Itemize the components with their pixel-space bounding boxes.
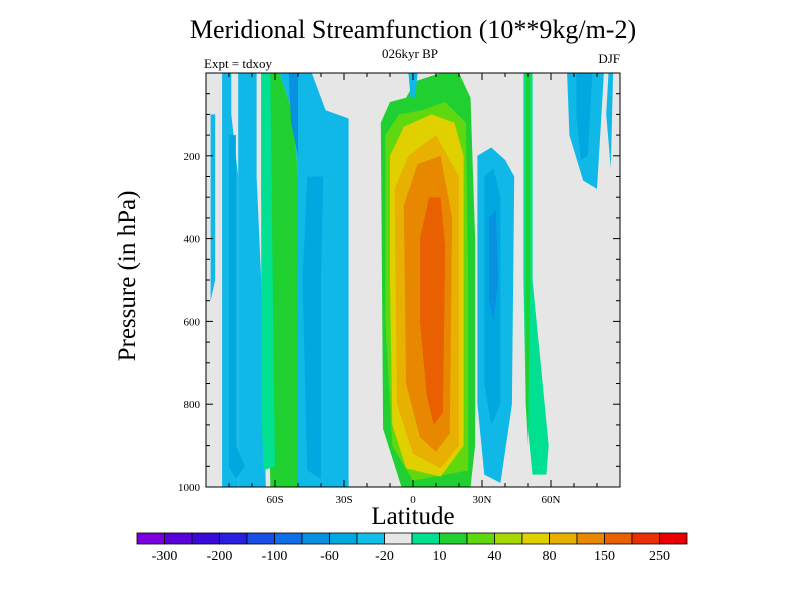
colorbar-label: 10 — [433, 549, 447, 564]
contour-band-16 — [419, 197, 446, 425]
x-tick-label: 30N — [473, 494, 492, 506]
colorbar-label: 150 — [594, 549, 615, 564]
chart-title: Meridional Streamfunction (10**9kg/m-2) — [189, 15, 637, 44]
x-tick-label: 60N — [542, 494, 561, 506]
contour-band-19 — [488, 209, 499, 322]
contour-band-25 — [408, 73, 418, 98]
contour-band-1 — [238, 73, 266, 487]
y-tick-label: 800 — [184, 399, 201, 411]
season-label: DJF — [598, 51, 620, 66]
colorbar-label: -200 — [207, 549, 233, 564]
colorbar-box-2 — [191, 532, 220, 545]
colorbar-box-14 — [521, 532, 550, 545]
colorbar-box-9 — [384, 532, 413, 545]
contour-band-24 — [606, 73, 614, 169]
colorbar-box-7 — [329, 532, 358, 545]
colorbar-box-4 — [246, 532, 275, 545]
contour-band-4 — [210, 114, 216, 301]
y-tick-label: 400 — [184, 234, 201, 246]
colorbar-box-5 — [274, 532, 303, 545]
colorbar-label: -300 — [152, 549, 178, 564]
x-tick-label: 30S — [335, 494, 352, 506]
colorbar-box-3 — [219, 532, 248, 545]
contour-band-9 — [288, 73, 298, 156]
colorbar-label: 80 — [543, 549, 557, 564]
colorbar-box-8 — [356, 532, 385, 545]
colorbar-box-13 — [494, 532, 523, 545]
colorbar-label: -20 — [375, 549, 394, 564]
chart-subtitle: 026kyr BP — [382, 46, 438, 61]
colorbar-box-17 — [604, 532, 633, 545]
x-tick-label: 60S — [266, 494, 283, 506]
experiment-label: Expt = tdxoy — [204, 56, 272, 71]
colorbar-label: -100 — [262, 549, 288, 564]
y-tick-label: 600 — [184, 316, 201, 328]
colorbar-box-10 — [411, 532, 440, 545]
x-axis-label: Latitude — [371, 503, 455, 530]
colorbar-box-6 — [301, 532, 330, 545]
contour-band-6 — [261, 73, 275, 471]
colorbar-box-16 — [576, 532, 605, 545]
x-tick-label: 0 — [410, 494, 416, 506]
contour-band-10 — [330, 197, 344, 446]
colorbar-box-0 — [136, 532, 165, 545]
contour-band-21 — [525, 73, 531, 446]
colorbar-label: -60 — [320, 549, 339, 564]
colorbar-box-15 — [549, 532, 578, 545]
colorbar-label: 250 — [649, 549, 670, 564]
colorbar-box-19 — [659, 532, 688, 545]
y-tick-label: 200 — [184, 151, 201, 163]
colorbar: -300 -200 -100 -60 -20 10 40 80 150 250 — [136, 532, 688, 564]
colorbar-box-12 — [466, 532, 495, 545]
contour-band-2 — [229, 135, 246, 479]
contour-band-8 — [302, 176, 324, 479]
colorbar-box-18 — [631, 532, 660, 545]
contour-layer — [206, 73, 620, 487]
y-tick-label: 1000 — [178, 482, 201, 494]
plot-area — [206, 73, 620, 487]
colorbar-box-11 — [439, 532, 468, 545]
axes: 200 400 600 800 1000 60S 30S 0 30N 60N — [178, 72, 621, 506]
colorbar-label: 40 — [488, 549, 502, 564]
colorbar-box-1 — [164, 532, 193, 545]
contour-band-23 — [576, 73, 593, 160]
